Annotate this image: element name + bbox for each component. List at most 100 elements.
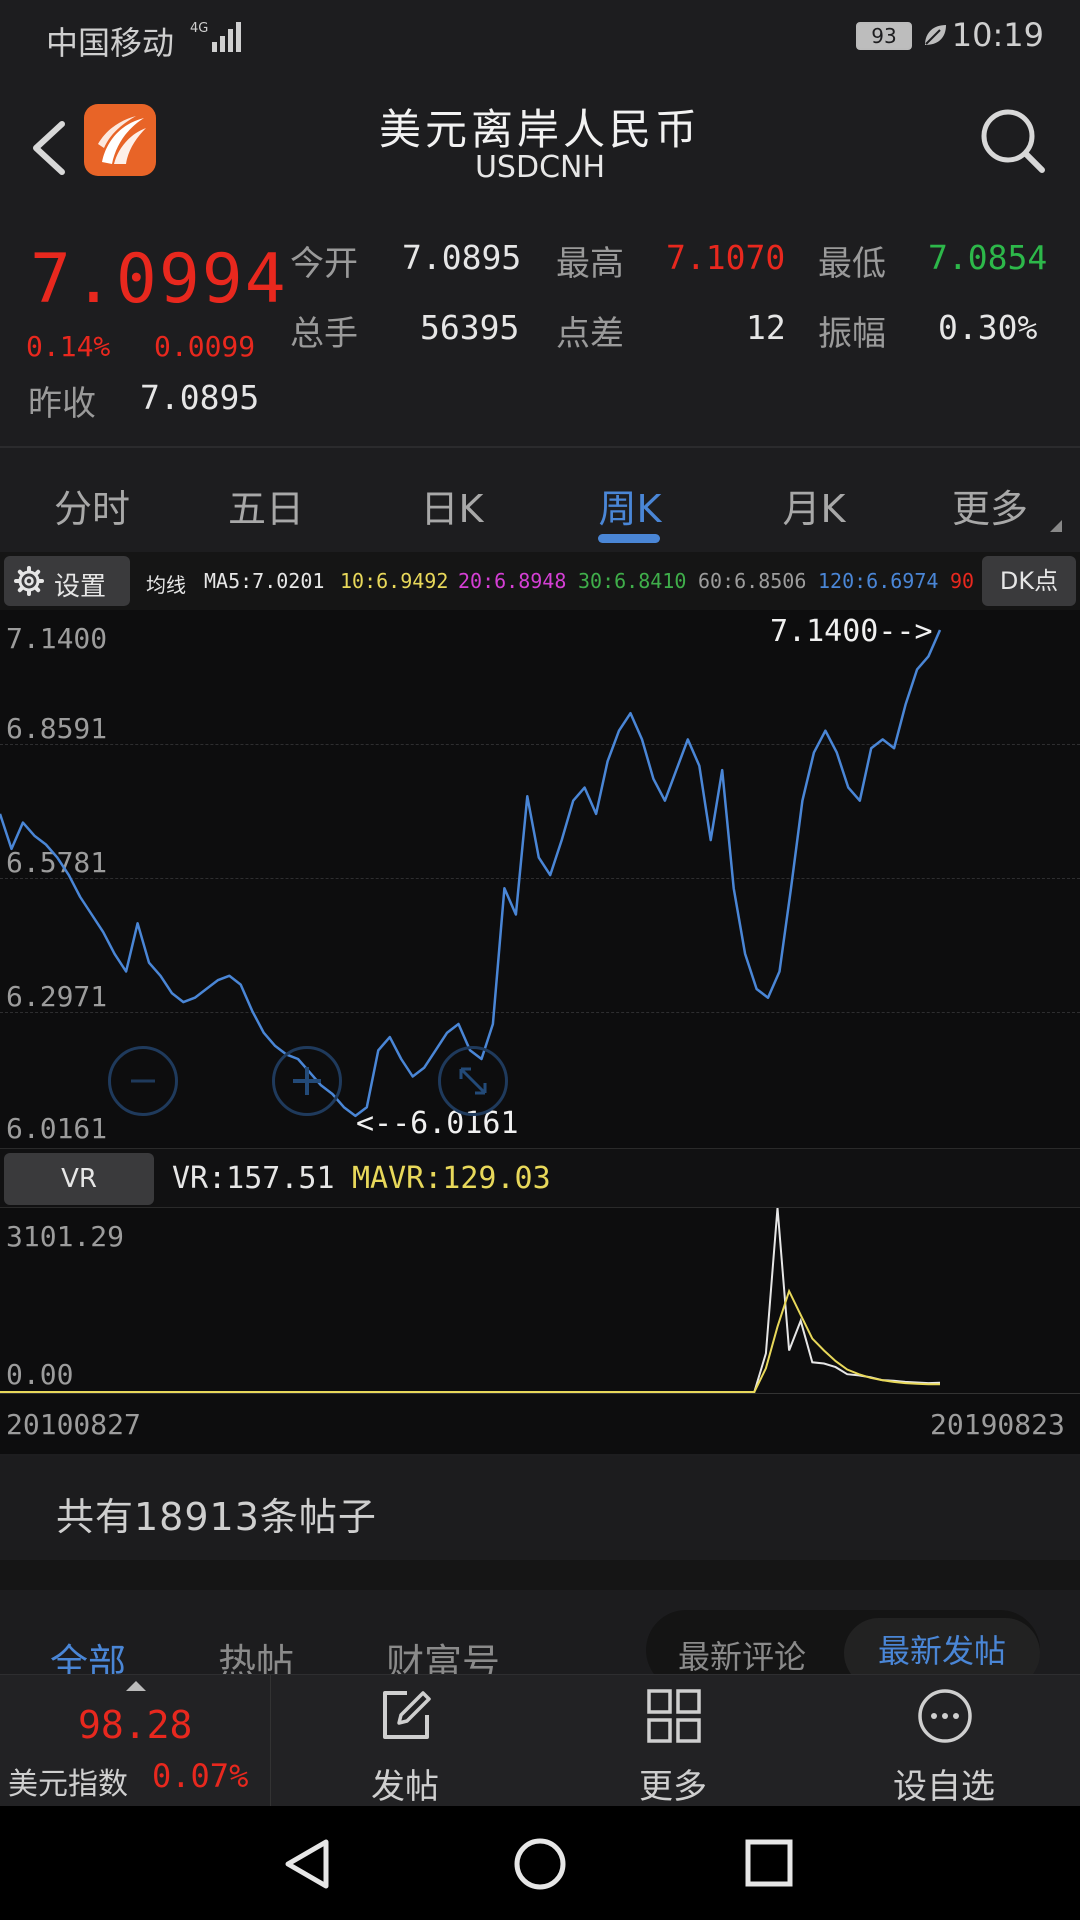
- mavr-series-line: [0, 1288, 940, 1393]
- vr-line-chart: [0, 1208, 941, 1393]
- back-icon[interactable]: [22, 112, 78, 184]
- post-tab-wealth[interactable]: 财富号: [386, 1641, 501, 1674]
- bottom-toolbar: 98.28 美元指数 0.07% 发帖 更多: [0, 1674, 1080, 1807]
- fullscreen-button[interactable]: [438, 1046, 508, 1116]
- tab-more[interactable]: 更多: [951, 487, 1028, 531]
- y-tick-label: 7.1400: [6, 622, 108, 655]
- divider: [0, 446, 1080, 448]
- post-count-row[interactable]: 共有18913条帖子: [0, 1456, 1080, 1560]
- expand-caret-icon: [126, 1681, 146, 1691]
- app-logo-icon: [84, 104, 156, 176]
- post-tabs: 全部 热帖 财富号 最新评论 最新发帖: [0, 1590, 1080, 1674]
- ma10-value: 10:6.9492: [340, 569, 449, 593]
- plus-icon: [293, 1067, 321, 1095]
- expand-icon: [459, 1067, 487, 1095]
- ma120-value: 120:6.6974: [818, 569, 939, 593]
- battery-icon: 93: [856, 22, 912, 50]
- nav-home-icon[interactable]: [512, 1836, 568, 1892]
- mavr-value: MAVR:129.03: [352, 1161, 551, 1196]
- settings-label: 设置: [54, 572, 107, 602]
- x-end-label: 20190823: [930, 1408, 1065, 1441]
- vr-y-max: 3101.29: [6, 1220, 125, 1253]
- more-label: 更多: [639, 1767, 707, 1807]
- prev-close-value: 7.0895: [140, 378, 260, 417]
- zoom-in-button[interactable]: [272, 1046, 342, 1116]
- tab-five-day[interactable]: 五日: [227, 487, 304, 531]
- more-button[interactable]: 更多: [573, 1675, 773, 1807]
- gear-icon: [14, 566, 44, 596]
- y-tick-label: 6.5781: [6, 846, 108, 879]
- status-bar: 中国移动 4G 93 10:19: [0, 0, 1080, 76]
- network-type: 4G: [190, 21, 208, 36]
- dk-point-button[interactable]: DK点: [982, 556, 1076, 606]
- sort-latest-comment[interactable]: 最新评论: [678, 1638, 807, 1674]
- tab-intraday[interactable]: 分时: [53, 487, 130, 531]
- vr-chart: 3101.29 0.00: [0, 1208, 1080, 1394]
- ma60-value: 60:6.8506: [698, 569, 807, 593]
- post-count: 共有18913条帖子: [56, 1495, 377, 1539]
- ma90-value: 90: [950, 569, 975, 593]
- prev-close-label: 昨收: [28, 384, 96, 424]
- change-value: 0.0099: [154, 330, 256, 363]
- last-price: 7.0994: [30, 240, 288, 319]
- change-percent: 0.14%: [26, 330, 111, 363]
- volume-value: 56395: [420, 308, 520, 347]
- min-annotation: <--6.0161: [356, 1106, 519, 1141]
- price-chart[interactable]: 7.1400 6.8591 6.5781 6.2971 6.0161 7.140…: [0, 610, 1080, 1148]
- carrier-name: 中国移动: [46, 24, 175, 62]
- sort-latest-post[interactable]: 最新发帖: [844, 1618, 1040, 1674]
- minus-icon: [131, 1079, 155, 1083]
- high-value: 7.1070: [666, 238, 786, 277]
- tab-daily-k[interactable]: 日K: [420, 487, 484, 531]
- ma30-value: 30:6.8410: [578, 569, 687, 593]
- indicator-bar: VR VR:157.51 MAVR:129.03: [0, 1148, 1080, 1208]
- dollar-index-value[interactable]: 98.28: [78, 1703, 193, 1747]
- y-tick-label: 6.0161: [6, 1112, 108, 1145]
- more-dots-icon: [918, 1689, 972, 1743]
- high-label: 最高: [556, 244, 624, 284]
- max-annotation: 7.1400-->: [770, 614, 933, 649]
- zoom-out-button[interactable]: [108, 1046, 178, 1116]
- x-start-label: 20100827: [6, 1408, 141, 1441]
- date-axis: 20100827 20190823: [0, 1394, 1080, 1454]
- y-tick-label: 6.2971: [6, 980, 108, 1013]
- tab-weekly-k[interactable]: 周K: [598, 487, 662, 531]
- sort-toggle: 最新评论 最新发帖: [646, 1610, 1040, 1674]
- signal-icon: 4G: [190, 21, 241, 52]
- open-label: 今开: [290, 244, 358, 284]
- more-corner-icon: [1050, 520, 1062, 532]
- spread-label: 点差: [556, 314, 624, 354]
- ma5-value: MA5:7.0201: [204, 569, 325, 593]
- leaf-icon: [925, 25, 946, 45]
- edit-icon: [383, 1691, 431, 1739]
- spread-value: 12: [746, 308, 786, 347]
- grid-icon: [647, 1689, 701, 1743]
- amplitude-label: 振幅: [818, 314, 886, 354]
- gridline: [0, 744, 1080, 745]
- page-title: 美元离岸人民币: [378, 105, 701, 154]
- post-label: 发帖: [371, 1767, 439, 1807]
- open-value: 7.0895: [402, 238, 522, 277]
- post-tab-all[interactable]: 全部: [50, 1641, 127, 1674]
- ma20-value: 20:6.8948: [458, 569, 567, 593]
- settings-button[interactable]: 设置: [4, 556, 130, 606]
- search-icon[interactable]: [976, 104, 1048, 176]
- system-nav-bar: [0, 1806, 1080, 1920]
- dollar-index-change: 0.07%: [152, 1757, 249, 1795]
- post-button[interactable]: 发帖: [305, 1675, 505, 1807]
- gridline: [0, 878, 1080, 879]
- quote-panel: 7.0994 0.14% 0.0099 昨收 7.0895 今开 7.0895 …: [0, 226, 1080, 446]
- low-value: 7.0854: [928, 238, 1048, 277]
- post-tab-hot[interactable]: 热帖: [218, 1641, 295, 1674]
- y-tick-label: 6.8591: [6, 712, 108, 745]
- clock: 10:19: [951, 16, 1044, 54]
- ma-bar: 设置 均线 MA5:7.0201 10:6.9492 20:6.8948 30:…: [0, 552, 1080, 610]
- add-watchlist-button[interactable]: 设自选: [844, 1675, 1044, 1807]
- indicator-select-button[interactable]: VR: [4, 1153, 154, 1205]
- watchlist-label: 设自选: [893, 1767, 995, 1807]
- nav-recents-icon[interactable]: [744, 1838, 794, 1888]
- low-label: 最低: [818, 244, 886, 284]
- nav-back-icon[interactable]: [282, 1836, 332, 1892]
- gridline: [0, 1012, 1080, 1013]
- tab-monthly-k[interactable]: 月K: [782, 487, 846, 531]
